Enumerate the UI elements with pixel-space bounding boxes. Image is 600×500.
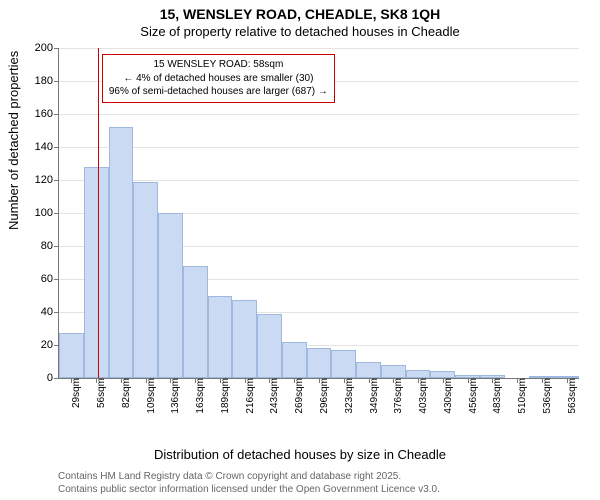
histogram-bar bbox=[183, 266, 208, 378]
histogram-bar bbox=[381, 365, 406, 378]
chart-title: 15, WENSLEY ROAD, CHEADLE, SK8 1QH bbox=[0, 6, 600, 22]
marker-annotation: 15 WENSLEY ROAD: 58sqm← 4% of detached h… bbox=[102, 54, 335, 103]
gridline bbox=[59, 147, 579, 148]
x-tick-label: 403sqm bbox=[414, 378, 429, 414]
y-tick-label: 80 bbox=[41, 240, 59, 252]
x-tick-label: 456sqm bbox=[464, 378, 479, 414]
x-tick-label: 376sqm bbox=[389, 378, 404, 414]
x-tick-label: 56sqm bbox=[92, 378, 107, 408]
y-tick-label: 0 bbox=[47, 372, 59, 384]
y-tick-label: 100 bbox=[35, 207, 59, 219]
histogram-bar bbox=[109, 127, 134, 378]
x-tick-label: 483sqm bbox=[488, 378, 503, 414]
histogram-bar bbox=[158, 213, 183, 378]
y-tick-label: 120 bbox=[35, 174, 59, 186]
gridline bbox=[59, 48, 579, 49]
histogram-bar bbox=[59, 333, 84, 378]
annotation-line-2: ← 4% of detached houses are smaller (30) bbox=[109, 72, 328, 86]
x-tick-label: 29sqm bbox=[67, 378, 82, 408]
histogram-bar bbox=[232, 300, 257, 378]
histogram-bar bbox=[356, 362, 381, 379]
x-tick-label: 243sqm bbox=[265, 378, 280, 414]
x-tick-label: 136sqm bbox=[166, 378, 181, 414]
y-tick-label: 20 bbox=[41, 339, 59, 351]
histogram-bar bbox=[406, 370, 431, 378]
y-tick-label: 160 bbox=[35, 108, 59, 120]
footer-line-2: Contains public sector information licen… bbox=[58, 483, 440, 496]
x-tick-label: 269sqm bbox=[290, 378, 305, 414]
x-tick-label: 563sqm bbox=[563, 378, 578, 414]
x-tick-label: 536sqm bbox=[538, 378, 553, 414]
histogram-bar bbox=[307, 348, 332, 378]
histogram-bar bbox=[84, 167, 109, 378]
annotation-line-3: 96% of semi-detached houses are larger (… bbox=[109, 85, 328, 99]
histogram-bar bbox=[133, 182, 158, 378]
y-tick-label: 140 bbox=[35, 141, 59, 153]
histogram-bar bbox=[282, 342, 307, 378]
y-tick-label: 40 bbox=[41, 306, 59, 318]
histogram-bar bbox=[208, 296, 233, 379]
plot-area: 02040608010012014016018020029sqm56sqm82s… bbox=[58, 48, 579, 379]
x-tick-label: 82sqm bbox=[117, 378, 132, 408]
x-tick-label: 510sqm bbox=[513, 378, 528, 414]
marker-line bbox=[98, 48, 99, 378]
x-tick-label: 323sqm bbox=[340, 378, 355, 414]
histogram-bar bbox=[331, 350, 356, 378]
y-axis-label: Number of detached properties bbox=[6, 51, 21, 230]
x-axis-label: Distribution of detached houses by size … bbox=[0, 447, 600, 462]
x-tick-label: 216sqm bbox=[241, 378, 256, 414]
x-tick-label: 349sqm bbox=[365, 378, 380, 414]
footer-text: Contains HM Land Registry data © Crown c… bbox=[58, 470, 440, 496]
chart-subtitle: Size of property relative to detached ho… bbox=[0, 24, 600, 39]
y-tick-label: 60 bbox=[41, 273, 59, 285]
x-tick-label: 163sqm bbox=[191, 378, 206, 414]
annotation-line-1: 15 WENSLEY ROAD: 58sqm bbox=[109, 58, 328, 72]
histogram-bar bbox=[430, 371, 455, 378]
x-tick-label: 109sqm bbox=[142, 378, 157, 414]
footer-line-1: Contains HM Land Registry data © Crown c… bbox=[58, 470, 440, 483]
x-tick-label: 189sqm bbox=[216, 378, 231, 414]
histogram-bar bbox=[257, 314, 282, 378]
x-tick-label: 296sqm bbox=[315, 378, 330, 414]
chart-container: 15, WENSLEY ROAD, CHEADLE, SK8 1QH Size … bbox=[0, 0, 600, 500]
gridline bbox=[59, 114, 579, 115]
x-tick-label: 430sqm bbox=[439, 378, 454, 414]
y-tick-label: 200 bbox=[35, 42, 59, 54]
y-tick-label: 180 bbox=[35, 75, 59, 87]
